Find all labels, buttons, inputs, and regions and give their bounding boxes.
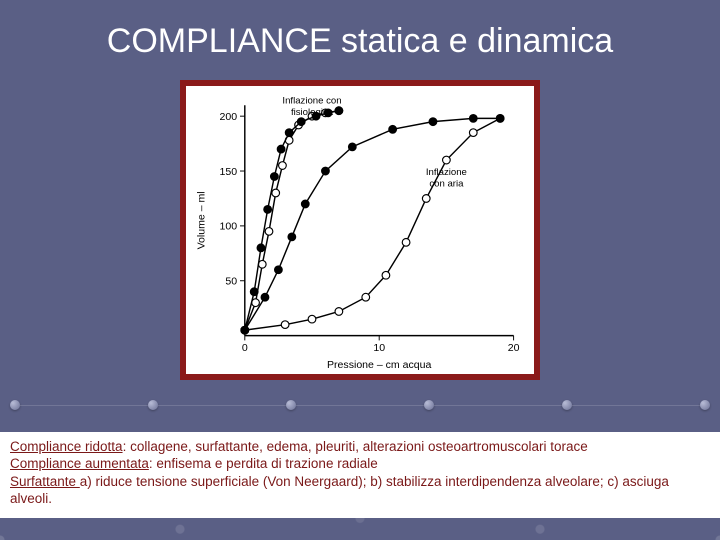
- bg-bead-row: [10, 400, 710, 410]
- svg-text:150: 150: [220, 166, 238, 178]
- caption-box: Compliance ridotta: collagene, surfattan…: [0, 432, 720, 518]
- caption-line-2: Compliance aumentata: enfisema e perdita…: [10, 455, 710, 473]
- svg-text:10: 10: [373, 342, 385, 354]
- svg-text:Inflazione con: Inflazione con: [282, 96, 341, 107]
- svg-text:Volume – ml: Volume – ml: [195, 191, 207, 249]
- caption-line-3: Surfattante a) riduce tensione superfici…: [10, 473, 710, 508]
- caption-line-1: Compliance ridotta: collagene, surfattan…: [10, 438, 710, 456]
- svg-text:Pressione – cm acqua: Pressione – cm acqua: [327, 359, 431, 371]
- svg-text:100: 100: [220, 221, 238, 233]
- svg-text:fisiologica: fisiologica: [291, 107, 334, 118]
- chart-svg: 0 10 20 50 100 150 200 Pressione – cm acqua Volu…: [186, 86, 534, 374]
- svg-text:Inflazione: Inflazione: [426, 167, 467, 178]
- svg-text:20: 20: [508, 342, 520, 354]
- svg-text:con aria: con aria: [429, 178, 464, 189]
- svg-text:0: 0: [242, 342, 248, 354]
- svg-text:200: 200: [220, 111, 238, 123]
- svg-text:50: 50: [225, 276, 237, 288]
- page-title: COMPLIANCE statica e dinamica: [0, 22, 720, 61]
- compliance-chart: 0 10 20 50 100 150 200 Pressione – cm acqua Volu…: [180, 80, 540, 380]
